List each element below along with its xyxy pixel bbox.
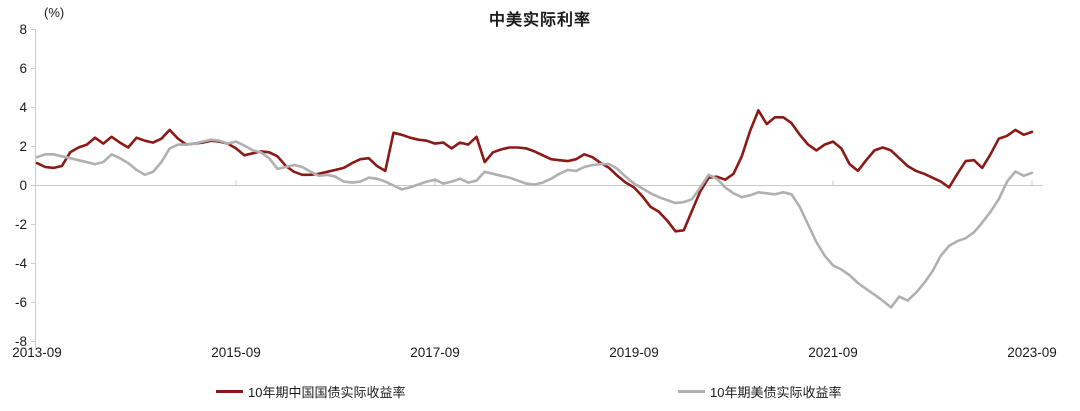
y-tick-label: -4 [15, 256, 27, 271]
us-line-swatch-icon [678, 389, 705, 393]
y-tick-label: 4 [19, 100, 27, 115]
chart-title: 中美实际利率 [488, 12, 591, 29]
series-line-us [35, 138, 1034, 309]
y-tick-label: -6 [15, 295, 27, 310]
y-tick-label: 2 [19, 139, 27, 154]
x-tick-label: 2013-09 [12, 345, 62, 360]
china-line-swatch-icon [216, 389, 243, 393]
legend-item-china: 10年期中国国债实际收益率 [216, 383, 406, 400]
y-tick-label: 8 [19, 22, 27, 37]
y-tick-label: 6 [19, 61, 27, 76]
x-tick-label: 2015-09 [211, 345, 261, 360]
series-line-china [35, 109, 1034, 233]
x-tick-label: 2023-09 [1007, 345, 1057, 360]
legend-label-us: 10年期美债实际收益率 [710, 384, 842, 400]
x-tick-label: 2021-09 [808, 345, 858, 360]
y-tick-label: -8 [15, 334, 27, 349]
y-tick-label: -2 [15, 217, 27, 232]
legend-item-us: 10年期美债实际收益率 [678, 383, 842, 400]
y-tick-label: 0 [19, 178, 27, 193]
legend-label-china: 10年期中国国债实际收益率 [248, 384, 406, 400]
x-tick-label: 2017-09 [410, 345, 460, 360]
y-axis-unit-label: (%) [44, 5, 65, 20]
x-tick-label: 2019-09 [609, 345, 659, 360]
